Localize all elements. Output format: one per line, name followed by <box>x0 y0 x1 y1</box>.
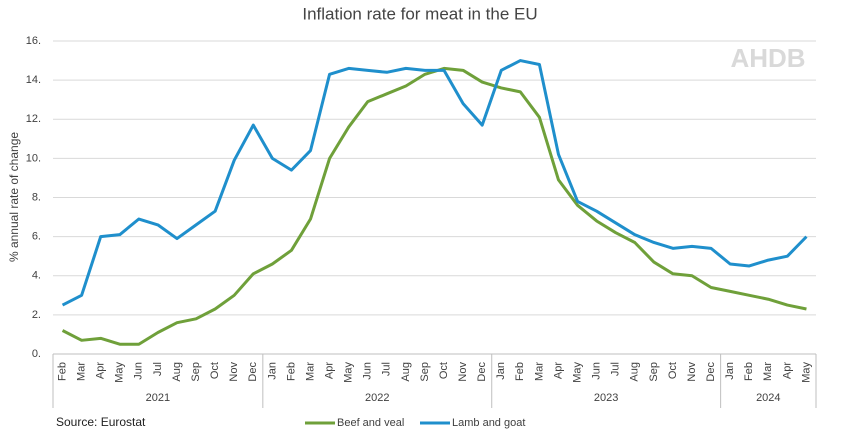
y-axis-title: % annual rate of change <box>7 132 21 262</box>
legend-label: Lamb and goat <box>452 417 525 429</box>
series-line <box>61 66 807 346</box>
series-line <box>61 59 808 307</box>
x-tick-label: Sep <box>648 362 660 382</box>
x-tick-label: Sep <box>190 362 202 382</box>
x-tick-label: May <box>114 362 126 383</box>
x-tick-label: Feb <box>514 362 526 381</box>
y-tick-label: 12. <box>26 113 41 125</box>
x-tick-label: May <box>343 362 355 383</box>
y-tick-label: 8. <box>32 191 41 203</box>
chart-title: Inflation rate for meat in the EU <box>302 4 537 23</box>
x-tick-label: Oct <box>667 362 679 379</box>
x-tick-label: Apr <box>781 362 793 379</box>
y-tick-label: 10. <box>26 152 41 164</box>
group-label: 2023 <box>594 392 618 404</box>
x-tick-label: Mar <box>533 362 545 381</box>
x-tick-label: Jan <box>266 362 278 380</box>
y-tick-label: 16. <box>26 35 41 47</box>
x-tick-label: Mar <box>304 362 316 381</box>
x-tick-label: Dec <box>705 362 717 382</box>
x-tick-label: Jun <box>591 362 603 380</box>
x-tick-label: Nov <box>457 362 469 382</box>
x-tick-label: Jan <box>495 362 507 380</box>
source: Source: Eurostat <box>56 415 146 429</box>
x-tick-label: Dec <box>476 362 488 382</box>
x-tick-label: Feb <box>285 362 297 381</box>
x-tick-label: Jul <box>152 362 164 376</box>
x-tick-label: Nov <box>686 362 698 382</box>
x-tick-label: Jan <box>724 362 736 380</box>
x-tick-label: Nov <box>228 362 240 382</box>
y-tick-label: 4. <box>32 270 41 282</box>
x-tick-label: Apr <box>552 362 564 379</box>
x-tick-label: Oct <box>438 362 450 379</box>
x-tick-label: Jul <box>381 362 393 376</box>
x-tick-label: Aug <box>629 362 641 382</box>
x-tick-label: May <box>800 362 812 383</box>
x-tick-label: Oct <box>209 362 221 379</box>
x-tick-label: Dec <box>247 362 259 382</box>
x-tick-label: Sep <box>419 362 431 382</box>
x-tick-label: Apr <box>95 362 107 379</box>
x-tick-label: Feb <box>56 362 68 381</box>
x-tick-label: Jul <box>610 362 622 376</box>
group-label: 2022 <box>365 392 389 404</box>
legend-label: Beef and veal <box>337 417 404 429</box>
x-tick-label: Mar <box>76 362 88 381</box>
group-label: 2024 <box>756 392 780 404</box>
x-tick-label: May <box>571 362 583 383</box>
x-tick-label: Aug <box>171 362 183 382</box>
group-label: 2021 <box>146 392 170 404</box>
y-tick-label: 14. <box>26 74 41 86</box>
x-tick-label: Aug <box>400 362 412 382</box>
x-tick-label: Apr <box>323 362 335 379</box>
x-tick-label: Feb <box>743 362 755 381</box>
watermark: AHDB <box>730 43 805 73</box>
x-tick-label: Mar <box>762 362 774 381</box>
x-tick-label: Jun <box>133 362 145 380</box>
y-tick-label: 6. <box>32 231 41 243</box>
y-tick-label: 0. <box>32 348 41 360</box>
y-tick-label: 2. <box>32 309 41 321</box>
x-tick-label: Jun <box>362 362 374 380</box>
